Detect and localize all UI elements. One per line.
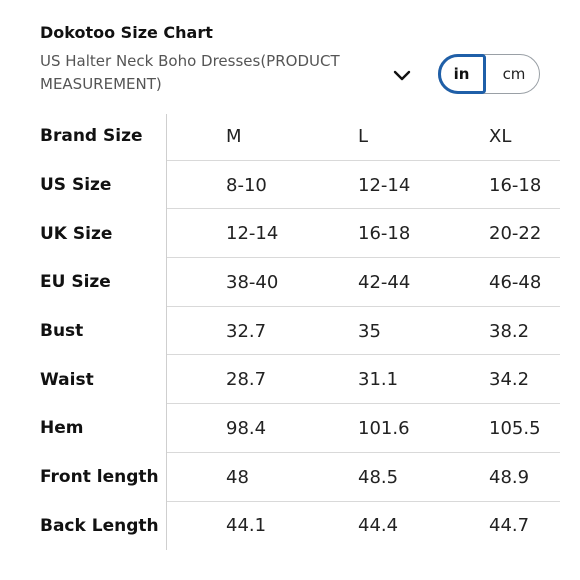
table-cell: 42-44 [358,271,411,293]
table-cell: 16-18 [489,174,542,196]
table-cell: 20-22 [489,223,542,245]
table-cell: 16-18 [358,223,411,245]
table-cell: 8-10 [226,174,267,196]
table-row: Hem 98.4 101.6 105.5 [0,404,580,453]
product-name: US Halter Neck Boho Dresses(PRODUCT MEAS… [40,52,340,93]
table-row: US Size 8-10 12-14 16-18 [0,161,580,210]
size-table: Brand Size M L XL US Size 8-10 12-14 16-… [0,112,580,550]
chevron-down-icon[interactable] [390,66,414,86]
row-divider [167,159,560,161]
row-divider [167,403,560,405]
unit-toggle: in cm [437,53,540,94]
header-cell: Brand Size [40,126,143,147]
table-cell: 28.7 [226,369,267,391]
column-divider [166,114,167,550]
unit-cm-button[interactable]: cm [502,64,526,83]
page-title: Dokotoo Size Chart [40,23,213,42]
row-divider [167,451,560,453]
table-cell: 98.4 [226,417,267,439]
row-label: UK Size [40,223,113,244]
row-divider [167,500,560,502]
table-cell: 48 [226,466,249,488]
table-row: EU Size 38-40 42-44 46-48 [0,258,580,307]
row-divider [167,305,560,307]
table-cell: 46-48 [489,271,542,293]
table-cell: 32.7 [226,320,267,342]
row-divider [167,257,560,259]
table-cell: 31.1 [358,369,399,391]
header-cell: M [226,125,242,147]
row-label: Bust [40,321,84,342]
row-label: EU Size [40,272,111,293]
row-divider [167,208,560,210]
table-row: Front length 48 48.5 48.9 [0,453,580,502]
table-row: Waist 28.7 31.1 34.2 [0,355,580,405]
header-cell: XL [489,125,512,147]
row-divider [167,354,560,356]
table-cell: 101.6 [358,417,410,439]
table-cell: 35 [358,320,381,342]
table-cell: 105.5 [489,417,541,439]
table-row: UK Size 12-14 16-18 20-22 [0,209,580,259]
table-cell: 12-14 [226,223,279,245]
row-label: Waist [40,369,94,390]
table-cell: 48.5 [358,466,399,488]
size-chart-header: Dokotoo Size Chart US Halter Neck Boho D… [40,22,560,94]
table-header-row: Brand Size M L XL [0,112,580,161]
table-row: Bust 32.7 35 38.2 [0,307,580,356]
table-cell: 48.9 [489,466,530,488]
table-cell: 12-14 [358,174,411,196]
header-cell: L [358,125,369,147]
table-cell: 44.1 [226,515,267,537]
table-row: Back Length 44.1 44.4 44.7 [0,502,580,551]
table-cell: 38-40 [226,271,279,293]
table-cell: 38.2 [489,320,530,342]
table-cell: 44.4 [358,515,399,537]
unit-in-button[interactable]: in [437,53,486,94]
row-label: US Size [40,175,112,196]
row-label: Hem [40,418,84,439]
row-label: Front length [40,467,159,488]
table-cell: 34.2 [489,369,530,391]
row-label: Back Length [40,515,159,536]
table-cell: 44.7 [489,515,530,537]
